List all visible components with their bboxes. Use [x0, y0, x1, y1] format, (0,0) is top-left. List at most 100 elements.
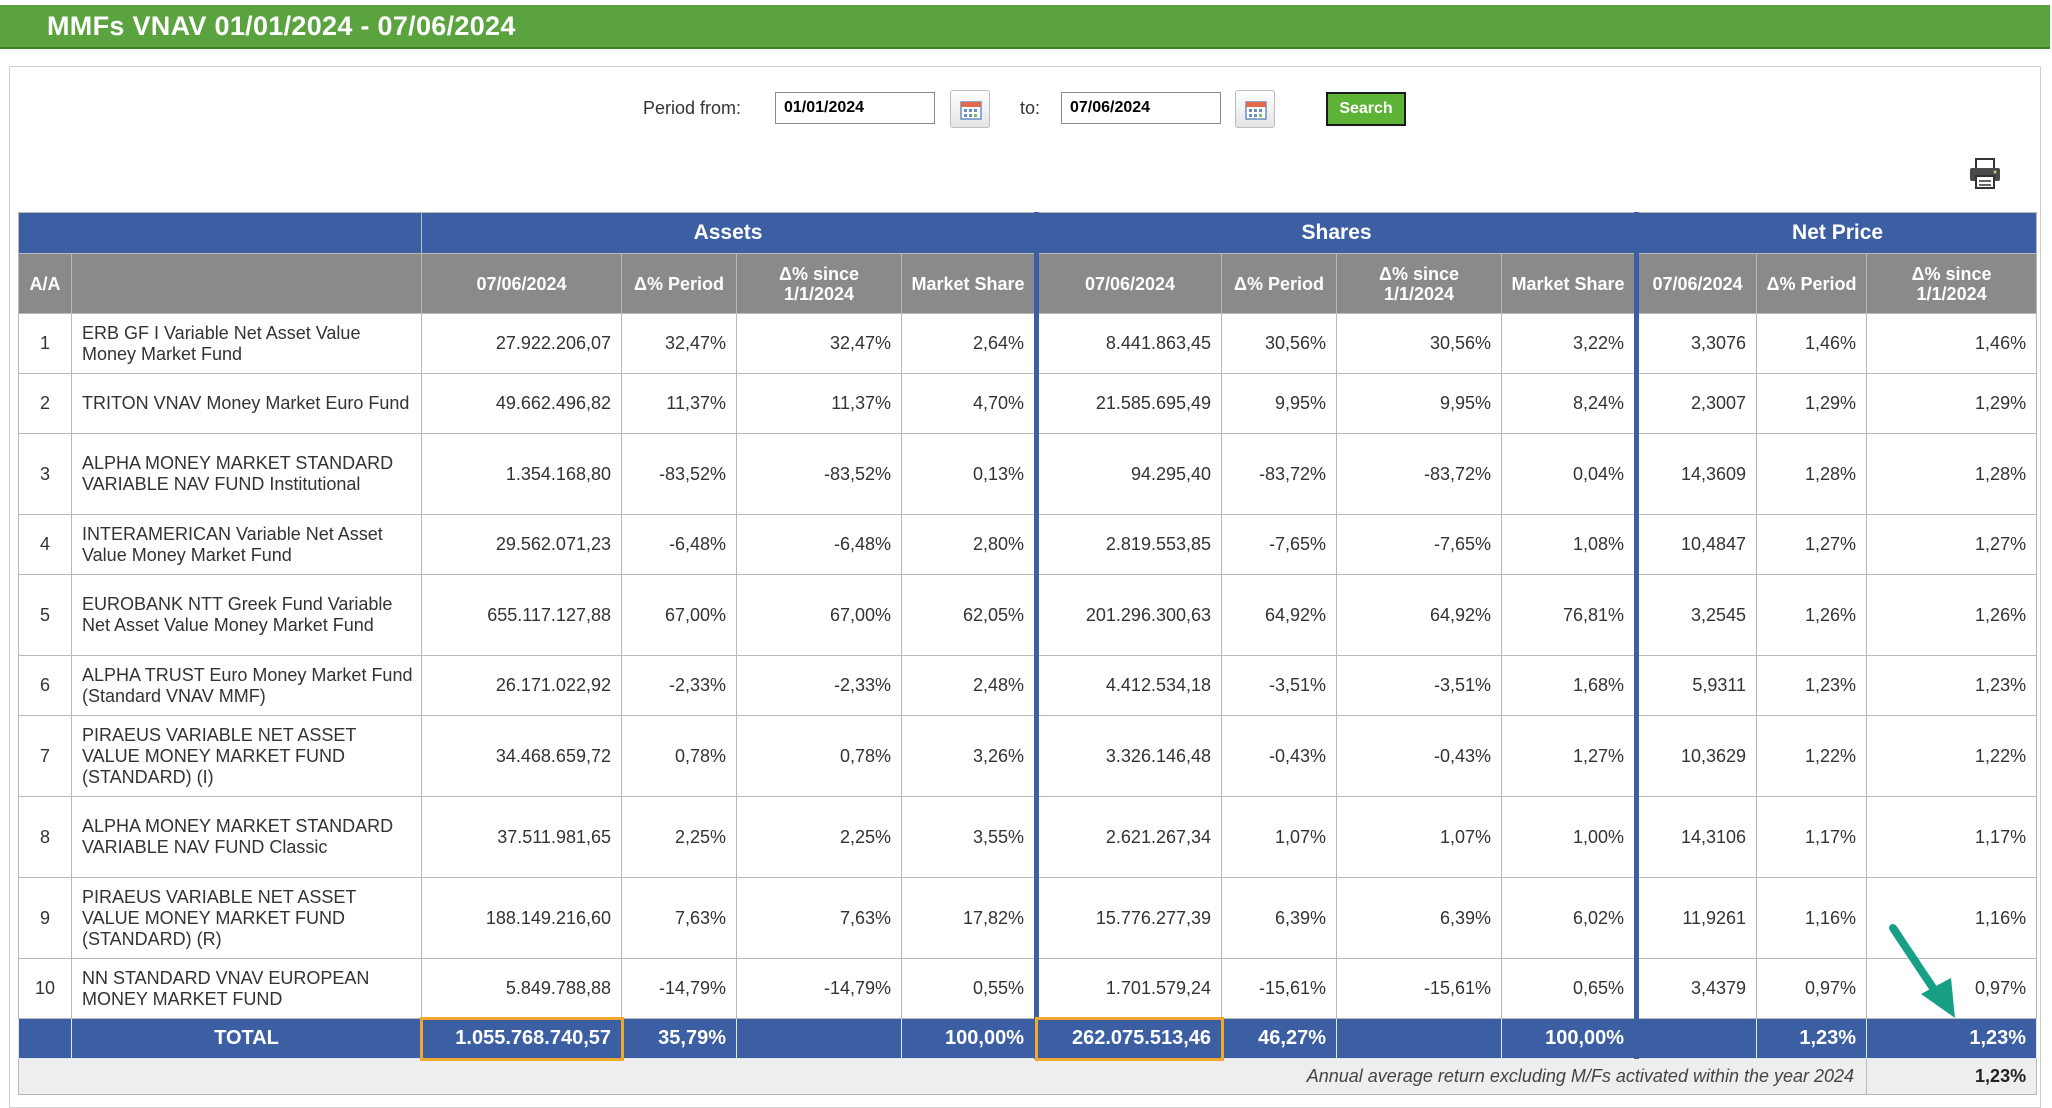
to-date-input[interactable] [1061, 92, 1221, 124]
fund-name: ERB GF I Variable Net Asset Value Money … [71, 313, 422, 374]
print-button[interactable] [1968, 158, 2002, 195]
shares-value: 2.819.553,85 [1034, 514, 1223, 575]
fund-name: TRITON VNAV Money Market Euro Fund [71, 373, 422, 434]
search-button[interactable]: Search [1326, 92, 1406, 126]
assets-since: -2,33% [736, 655, 902, 716]
row-aa: 4 [18, 514, 72, 575]
calendar-icon [1245, 101, 1267, 120]
net-price-since: 1,26% [1866, 574, 2038, 656]
shares-since: 1,07% [1336, 796, 1503, 878]
col-shares-date: 07/06/2024 [1034, 253, 1223, 314]
assets-value: 188.149.216,60 [421, 877, 622, 959]
shares-market-share: 1,00% [1501, 796, 1638, 878]
assets-value: 1.354.168,80 [421, 433, 622, 515]
table-row: 9 PIRAEUS VARIABLE NET ASSET VALUE MONEY … [18, 877, 2038, 959]
assets-market-share: 2,80% [900, 514, 1038, 575]
net-price-value: 10,3629 [1634, 715, 1758, 797]
title-bar: MMFs VNAV 01/01/2024 - 07/06/2024 [0, 5, 2050, 49]
assets-since: 11,37% [736, 373, 902, 434]
shares-value: 21.585.695,49 [1034, 373, 1223, 434]
table-row: 2 TRITON VNAV Money Market Euro Fund 49.66… [18, 373, 2038, 434]
assets-since: -83,52% [736, 433, 902, 515]
row-aa: 1 [18, 313, 72, 374]
shares-since: -0,43% [1336, 715, 1503, 797]
shares-since: 64,92% [1336, 574, 1503, 656]
fund-name: PIRAEUS VARIABLE NET ASSET VALUE MONEY M… [71, 715, 422, 797]
shares-period: -3,51% [1221, 655, 1338, 716]
row-aa: 7 [18, 715, 72, 797]
fund-name: EUROBANK NTT Greek Fund Variable Net Ass… [71, 574, 422, 656]
col-aa: A/A [18, 253, 72, 314]
shares-value: 3.326.146,48 [1034, 715, 1223, 797]
col-assets-since: Δ% since 1/1/2024 [736, 253, 902, 314]
printer-icon [1970, 158, 2000, 189]
col-np-period: Δ% Period [1756, 253, 1868, 314]
net-price-since: 1,46% [1866, 313, 2038, 374]
shares-period: 6,39% [1221, 877, 1338, 959]
shares-period: 1,07% [1221, 796, 1338, 878]
shares-since: 30,56% [1336, 313, 1503, 374]
shares-since: -15,61% [1336, 958, 1503, 1019]
shares-period: 64,92% [1221, 574, 1338, 656]
to-date-calendar-button[interactable] [1235, 90, 1275, 128]
from-date-calendar-button[interactable] [950, 90, 990, 128]
fund-name: ALPHA TRUST Euro Money Market Fund (Stan… [71, 655, 422, 716]
to-label: to: [1020, 98, 1041, 118]
shares-value: 8.441.863,45 [1034, 313, 1223, 374]
assets-market-share: 0,55% [900, 958, 1038, 1019]
total-assets-since [736, 1018, 902, 1059]
shares-market-share: 1,08% [1501, 514, 1638, 575]
net-price-since: 1,27% [1866, 514, 2038, 575]
col-assets-date: 07/06/2024 [421, 253, 622, 314]
page-title: MMFs VNAV 01/01/2024 - 07/06/2024 [47, 11, 516, 41]
assets-since: 67,00% [736, 574, 902, 656]
total-shares-share: 100,00% [1501, 1018, 1638, 1059]
row-aa: 3 [18, 433, 72, 515]
assets-value: 26.171.022,92 [421, 655, 622, 716]
total-assets-period: 35,79% [621, 1018, 737, 1059]
assets-since: 2,25% [736, 796, 902, 878]
assets-since: 0,78% [736, 715, 902, 797]
total-blank [18, 1018, 72, 1059]
net-price-period: 1,46% [1756, 313, 1868, 374]
assets-market-share: 62,05% [900, 574, 1038, 656]
table-row: 3 ALPHA MONEY MARKET STANDARD VARIABLE NA… [18, 433, 2038, 515]
assets-since: -14,79% [736, 958, 902, 1019]
net-price-period: 0,97% [1756, 958, 1868, 1019]
shares-since: -7,65% [1336, 514, 1503, 575]
annotation-arrow-icon [1889, 924, 1955, 1018]
fund-name: PIRAEUS VARIABLE NET ASSET VALUE MONEY M… [71, 877, 422, 959]
shares-value: 1.701.579,24 [1034, 958, 1223, 1019]
net-price-period: 1,23% [1756, 655, 1868, 716]
period-from-label: Period from: [643, 98, 742, 118]
shares-period: -15,61% [1221, 958, 1338, 1019]
fund-name: ALPHA MONEY MARKET STANDARD VARIABLE NAV… [71, 433, 422, 515]
assets-value: 49.662.496,82 [421, 373, 622, 434]
total-row: TOTAL 1.055.768.740,57 35,79% 100,00% 26… [18, 1016, 2038, 1061]
row-aa: 6 [18, 655, 72, 716]
assets-period: -2,33% [621, 655, 737, 716]
col-assets-share: Market Share [900, 253, 1038, 314]
total-label: TOTAL [71, 1018, 422, 1059]
net-price-since: 1,23% [1866, 655, 2038, 716]
shares-period: 9,95% [1221, 373, 1338, 434]
shares-value: 2.621.267,34 [1034, 796, 1223, 878]
assets-period: 2,25% [621, 796, 737, 878]
total-assets: 1.055.768.740,57 [419, 1016, 624, 1061]
shares-market-share: 6,02% [1501, 877, 1638, 959]
assets-period: 32,47% [621, 313, 737, 374]
shares-period: -0,43% [1221, 715, 1338, 797]
shares-market-share: 0,65% [1501, 958, 1638, 1019]
assets-since: -6,48% [736, 514, 902, 575]
net-price-since: 1,29% [1866, 373, 2038, 434]
assets-period: 11,37% [621, 373, 737, 434]
table-row: 10 NN STANDARD VNAV EUROPEAN MONEY MARKET… [18, 958, 2038, 1019]
assets-period: 0,78% [621, 715, 737, 797]
shares-period: 30,56% [1221, 313, 1338, 374]
shares-value: 201.296.300,63 [1034, 574, 1223, 656]
net-price-value: 10,4847 [1634, 514, 1758, 575]
shares-market-share: 8,24% [1501, 373, 1638, 434]
shares-since: 6,39% [1336, 877, 1503, 959]
shares-since: -83,72% [1336, 433, 1503, 515]
from-date-input[interactable] [775, 92, 935, 124]
